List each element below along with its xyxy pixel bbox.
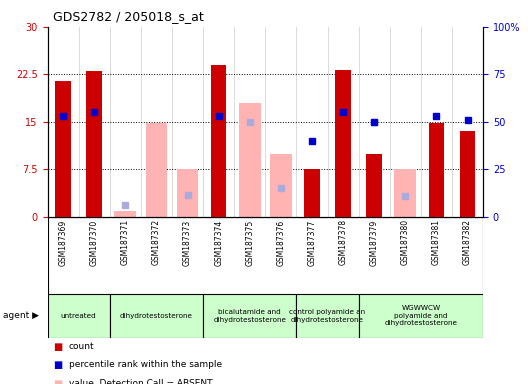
Text: ■: ■: [53, 379, 62, 384]
Text: GSM187373: GSM187373: [183, 219, 192, 265]
Bar: [270, 154, 292, 217]
Text: bicalutamide and
dihydrotestosterone: bicalutamide and dihydrotestosterone: [213, 309, 286, 323]
Text: GSM187377: GSM187377: [307, 219, 316, 265]
Text: GSM187382: GSM187382: [463, 219, 472, 265]
Bar: [359, 294, 483, 338]
Text: GSM187381: GSM187381: [432, 219, 441, 265]
Bar: [203, 294, 296, 338]
Bar: [48, 294, 110, 338]
Text: GSM187372: GSM187372: [152, 219, 161, 265]
Text: GSM187370: GSM187370: [90, 219, 99, 265]
Text: agent ▶: agent ▶: [3, 311, 39, 320]
Bar: [211, 65, 227, 217]
Text: ■: ■: [53, 342, 62, 352]
Bar: [304, 169, 320, 217]
Bar: [239, 103, 261, 217]
Bar: [55, 81, 71, 217]
Bar: [366, 154, 382, 217]
Text: dihydrotestosterone: dihydrotestosterone: [120, 313, 193, 319]
Text: GDS2782 / 205018_s_at: GDS2782 / 205018_s_at: [53, 10, 204, 23]
Bar: [110, 294, 203, 338]
Text: WGWWCW
polyamide and
dihydrotestosterone: WGWWCW polyamide and dihydrotestosterone: [384, 305, 457, 326]
Bar: [115, 211, 136, 217]
Text: GSM187369: GSM187369: [59, 219, 68, 265]
Text: untreated: untreated: [61, 313, 97, 319]
Text: GSM187371: GSM187371: [121, 219, 130, 265]
Text: count: count: [69, 342, 95, 351]
Bar: [296, 294, 359, 338]
Bar: [177, 169, 199, 217]
Text: GSM187375: GSM187375: [246, 219, 254, 265]
Bar: [335, 70, 351, 217]
Text: GSM187379: GSM187379: [370, 219, 379, 265]
Text: GSM187376: GSM187376: [276, 219, 285, 265]
Bar: [87, 71, 102, 217]
Text: percentile rank within the sample: percentile rank within the sample: [69, 360, 222, 369]
Text: GSM187380: GSM187380: [401, 219, 410, 265]
Text: value, Detection Call = ABSENT: value, Detection Call = ABSENT: [69, 379, 212, 384]
Text: GSM187378: GSM187378: [338, 219, 347, 265]
Bar: [429, 123, 444, 217]
Text: GSM187374: GSM187374: [214, 219, 223, 265]
Text: ■: ■: [53, 360, 62, 370]
Bar: [146, 123, 167, 217]
Bar: [394, 169, 416, 217]
Bar: [460, 131, 475, 217]
Text: control polyamide an
dihydrotestosterone: control polyamide an dihydrotestosterone: [289, 309, 365, 323]
